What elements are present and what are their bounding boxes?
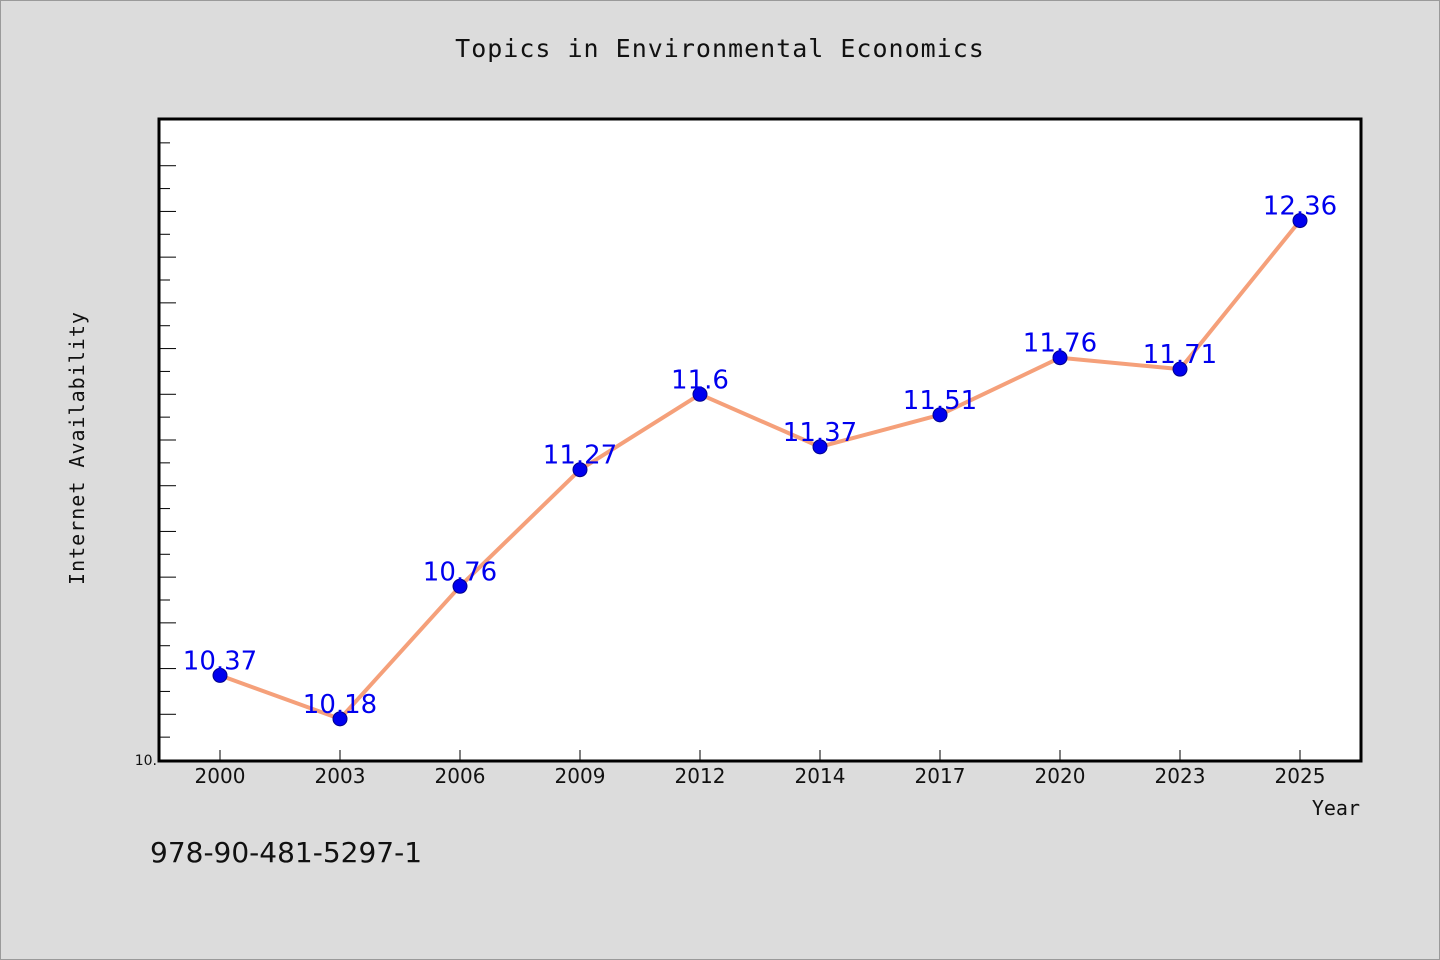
data-point <box>1172 361 1188 377</box>
plot-area <box>157 117 1363 763</box>
x-tick-label: 2025 <box>1275 764 1326 788</box>
data-label: 10.76 <box>423 557 497 587</box>
x-tick-label: 2000 <box>195 764 246 788</box>
y-tick-label: 10. <box>135 753 157 769</box>
series-line <box>219 219 1302 721</box>
chart-title: Topics in Environmental Economics <box>455 34 985 63</box>
data-point <box>212 667 228 683</box>
data-label: 10.37 <box>183 646 257 676</box>
data-point <box>572 462 588 478</box>
data-point <box>692 386 708 402</box>
data-point <box>1052 350 1068 366</box>
data-labels: 10.37 10.18 10.76 11.27 11.6 11.37 11.51 11.76 1… <box>183 192 1337 720</box>
data-point <box>1292 213 1308 229</box>
x-axis-ticks: 2000 2003 2006 2009 2012 2014 2017 2020 2023 2025 <box>195 750 1326 788</box>
data-label: 11.27 <box>543 441 617 471</box>
data-point <box>452 578 468 594</box>
isbn-text: 978-90-481-5297-1 <box>150 836 423 869</box>
data-point <box>332 711 348 727</box>
data-label: 12.36 <box>1263 192 1337 222</box>
x-tick-label: 2014 <box>795 764 846 788</box>
data-label: 11.6 <box>671 365 729 395</box>
x-tick-label: 2003 <box>315 764 366 788</box>
x-tick-label: 2012 <box>675 764 726 788</box>
x-tick-label: 2009 <box>555 764 606 788</box>
x-tick-label: 2023 <box>1155 764 1206 788</box>
x-tick-label: 2020 <box>1035 764 1086 788</box>
x-tick-label: 2017 <box>915 764 966 788</box>
x-tick-label: 2006 <box>435 764 486 788</box>
data-label: 11.71 <box>1143 340 1217 370</box>
data-label: 11.51 <box>903 386 977 416</box>
x-axis-label: Year <box>1311 796 1360 820</box>
series-markers <box>212 213 1308 727</box>
data-point <box>812 439 828 455</box>
data-point <box>932 407 948 423</box>
y-axis-ticks: 10. <box>135 119 176 769</box>
data-label: 11.76 <box>1023 329 1097 359</box>
data-label: 10.18 <box>303 690 377 720</box>
data-label: 11.37 <box>783 418 857 448</box>
